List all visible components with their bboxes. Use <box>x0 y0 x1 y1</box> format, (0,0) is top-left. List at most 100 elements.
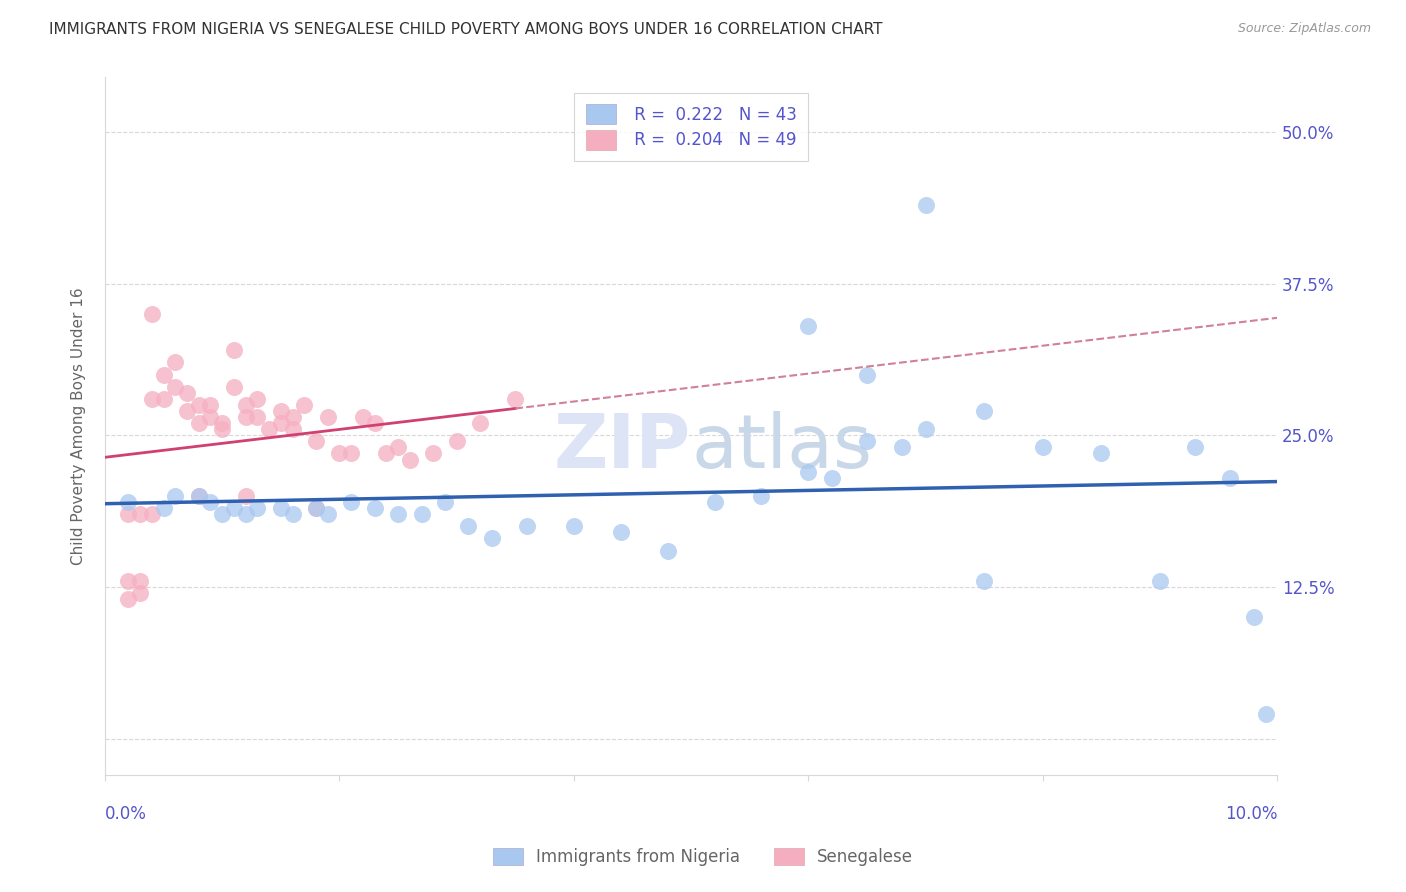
Text: ZIP: ZIP <box>554 410 692 483</box>
Y-axis label: Child Poverty Among Boys Under 16: Child Poverty Among Boys Under 16 <box>72 287 86 565</box>
Point <box>211 416 233 430</box>
Point <box>246 501 269 516</box>
Point <box>363 416 385 430</box>
Point <box>165 489 187 503</box>
Point <box>129 574 152 588</box>
Point <box>187 489 209 503</box>
Point <box>387 507 409 521</box>
Point <box>1149 574 1171 588</box>
Point <box>891 441 914 455</box>
Point <box>141 307 163 321</box>
Point <box>446 434 468 449</box>
Point <box>375 446 398 460</box>
Point <box>281 422 304 436</box>
Point <box>433 495 456 509</box>
Point <box>187 416 209 430</box>
Point <box>152 392 174 406</box>
Point <box>152 368 174 382</box>
Point <box>235 489 257 503</box>
Point <box>316 507 339 521</box>
Point <box>281 410 304 425</box>
Point <box>305 501 328 516</box>
Point <box>176 385 198 400</box>
Point <box>305 501 328 516</box>
Point <box>270 404 292 418</box>
Point <box>257 422 280 436</box>
Point <box>117 507 139 521</box>
Legend: Immigrants from Nigeria, Senegalese: Immigrants from Nigeria, Senegalese <box>485 840 921 875</box>
Point <box>973 574 995 588</box>
Point <box>821 471 844 485</box>
Point <box>200 398 222 412</box>
Point <box>246 392 269 406</box>
Point <box>797 465 820 479</box>
Point <box>352 410 374 425</box>
Point <box>222 343 245 358</box>
Point <box>117 495 139 509</box>
Point <box>340 446 363 460</box>
Point <box>751 489 773 503</box>
Point <box>1090 446 1112 460</box>
Point <box>305 434 328 449</box>
Point <box>503 392 526 406</box>
Legend:  R =  0.222   N = 43,  R =  0.204   N = 49: R = 0.222 N = 43, R = 0.204 N = 49 <box>574 93 808 161</box>
Point <box>856 368 879 382</box>
Point <box>340 495 363 509</box>
Point <box>387 441 409 455</box>
Point <box>281 507 304 521</box>
Point <box>270 501 292 516</box>
Point <box>246 410 269 425</box>
Text: 0.0%: 0.0% <box>105 805 146 823</box>
Point <box>328 446 350 460</box>
Point <box>117 574 139 588</box>
Point <box>292 398 315 412</box>
Point <box>176 404 198 418</box>
Point <box>973 404 995 418</box>
Point <box>481 532 503 546</box>
Point <box>422 446 444 460</box>
Point <box>856 434 879 449</box>
Point <box>610 525 633 540</box>
Point <box>316 410 339 425</box>
Point <box>657 543 679 558</box>
Text: Source: ZipAtlas.com: Source: ZipAtlas.com <box>1237 22 1371 36</box>
Point <box>914 422 936 436</box>
Point <box>222 501 245 516</box>
Point <box>235 410 257 425</box>
Text: IMMIGRANTS FROM NIGERIA VS SENEGALESE CHILD POVERTY AMONG BOYS UNDER 16 CORRELAT: IMMIGRANTS FROM NIGERIA VS SENEGALESE CH… <box>49 22 883 37</box>
Point <box>468 416 491 430</box>
Point <box>1254 707 1277 722</box>
Point <box>235 507 257 521</box>
Point <box>129 507 152 521</box>
Point <box>117 592 139 607</box>
Point <box>1184 441 1206 455</box>
Point <box>562 519 585 533</box>
Point <box>235 398 257 412</box>
Point <box>516 519 538 533</box>
Point <box>187 489 209 503</box>
Point <box>200 410 222 425</box>
Point <box>187 398 209 412</box>
Point <box>141 392 163 406</box>
Point <box>165 355 187 369</box>
Point <box>1219 471 1241 485</box>
Point <box>222 380 245 394</box>
Point <box>914 198 936 212</box>
Point <box>152 501 174 516</box>
Point <box>703 495 725 509</box>
Point <box>200 495 222 509</box>
Point <box>411 507 433 521</box>
Point <box>363 501 385 516</box>
Point <box>270 416 292 430</box>
Point <box>211 507 233 521</box>
Point <box>797 319 820 334</box>
Point <box>457 519 479 533</box>
Text: 10.0%: 10.0% <box>1225 805 1277 823</box>
Point <box>398 452 420 467</box>
Point <box>1243 610 1265 624</box>
Text: atlas: atlas <box>692 410 872 483</box>
Point <box>211 422 233 436</box>
Point <box>141 507 163 521</box>
Point <box>165 380 187 394</box>
Point <box>1032 441 1054 455</box>
